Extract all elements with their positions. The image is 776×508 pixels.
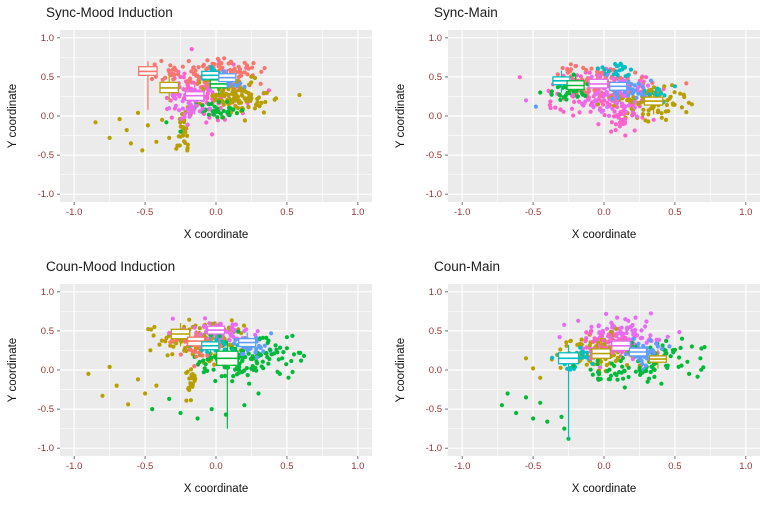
x-tick-label: 0.5 (280, 461, 293, 472)
y-tick-label: 0.0 (41, 365, 54, 376)
panel-title: Coun-Main (434, 259, 501, 274)
x-tick-label: 0.5 (668, 461, 681, 472)
x-axis-label: X coordinate (183, 483, 249, 495)
y-tick-label: 0.0 (429, 111, 442, 122)
y-tick-label: 0.5 (429, 72, 442, 83)
x-tick-label: 1.0 (351, 461, 364, 472)
panel-coun-main: -1.0 -1.0 -0.5 -0.5 0.0 0.0 0.5 0.5 1.0 1.0 Coun-… (388, 254, 776, 508)
y-tick-label: 0.0 (41, 111, 54, 122)
x-axis-label: X coordinate (571, 483, 637, 495)
x-tick-label: 1.0 (739, 207, 752, 218)
x-tick-label: 1.0 (739, 461, 752, 472)
x-tick-label: -0.5 (525, 207, 541, 218)
x-tick-label: 0.0 (209, 461, 222, 472)
panel-title: Sync-Main (434, 5, 498, 20)
x-tick-label: 0.0 (209, 207, 222, 218)
y-axis-label: Y coordinate (395, 337, 407, 403)
y-tick-label: 0.5 (41, 72, 54, 83)
x-tick-label: 0.5 (668, 207, 681, 218)
y-tick-label: 1.0 (429, 33, 442, 44)
x-tick-label: -0.5 (525, 461, 541, 472)
x-tick-label: -1.0 (66, 207, 82, 218)
y-tick-label: -1.0 (426, 189, 442, 200)
y-tick-label: 1.0 (41, 33, 54, 44)
plot-area-coun-main: -1.0 -1.0 -0.5 -0.5 0.0 0.0 0.5 0.5 1.0 1.0 (426, 284, 760, 472)
panel-coun-mood-induction: -1.0 -1.0 -0.5 -0.5 0.0 0.0 0.5 0.5 1.0 1.0 Coun-… (0, 254, 388, 508)
panel-sync-main: -1.0 -1.0 -0.5 -0.5 0.0 0.0 0.5 0.5 1.0 1.0 Sync-… (388, 0, 776, 254)
boxplot-layer (170, 321, 257, 429)
x-tick-label: -1.0 (66, 461, 82, 472)
y-tick-label: 0.5 (41, 326, 54, 337)
x-tick-label: -1.0 (454, 207, 470, 218)
x-tick-label: 0.5 (280, 207, 293, 218)
x-tick-label: 0.0 (597, 207, 610, 218)
boxplot-layer (552, 70, 664, 115)
plot-area-sync-mood-induction: -1.0 -1.0 -0.5 -0.5 0.0 0.0 0.5 0.5 1.0 1.0 (38, 30, 372, 218)
x-tick-label: 0.0 (597, 461, 610, 472)
y-axis-label: Y coordinate (7, 337, 19, 403)
y-tick-label: 0.0 (429, 365, 442, 376)
y-tick-label: -0.5 (38, 150, 54, 161)
x-axis-label: X coordinate (183, 229, 249, 241)
panel-title: Sync-Mood Induction (46, 5, 173, 20)
y-axis-label: Y coordinate (395, 83, 407, 149)
plot-area-coun-mood-induction: -1.0 -1.0 -0.5 -0.5 0.0 0.0 0.5 0.5 1.0 1.0 (38, 284, 372, 472)
y-axis-label: Y coordinate (7, 83, 19, 149)
boxplot-layer (557, 334, 668, 441)
panel-title: Coun-Mood Induction (46, 259, 176, 274)
panel-sync-mood-induction: -1.0 -1.0 -0.5 -0.5 0.0 0.0 0.5 0.5 1.0 1.0 Sync-… (0, 0, 388, 254)
x-tick-label: -1.0 (454, 461, 470, 472)
y-tick-label: -0.5 (426, 404, 442, 415)
y-tick-label: -1.0 (38, 189, 54, 200)
x-tick-label: -0.5 (137, 207, 153, 218)
x-tick-label: -0.5 (137, 461, 153, 472)
y-tick-label: -1.0 (38, 443, 54, 454)
y-tick-label: -0.5 (38, 404, 54, 415)
boxplot-layer (138, 61, 237, 115)
x-axis-label: X coordinate (571, 229, 637, 241)
y-tick-label: 1.0 (41, 287, 54, 298)
plot-area-sync-main: -1.0 -1.0 -0.5 -0.5 0.0 0.0 0.5 0.5 1.0 1.0 (426, 30, 760, 218)
y-tick-label: 1.0 (429, 287, 442, 298)
y-tick-label: -1.0 (426, 443, 442, 454)
y-tick-label: -0.5 (426, 150, 442, 161)
y-tick-label: 0.5 (429, 326, 442, 337)
x-tick-label: 1.0 (351, 207, 364, 218)
